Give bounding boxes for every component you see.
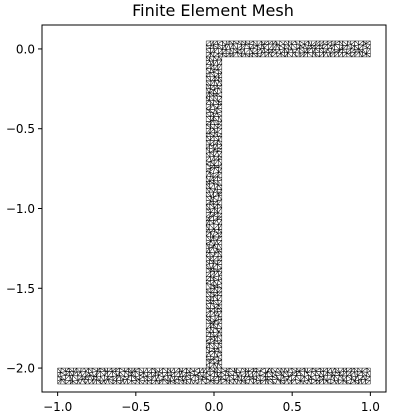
y-tick-label: −1.0	[6, 202, 35, 216]
y-tick-label: −2.0	[6, 362, 35, 376]
x-tick-label: 0.5	[283, 400, 302, 414]
y-axis: 0.0 −0.5 −1.0 −1.5 −2.0	[6, 42, 42, 376]
figure-title: Finite Element Mesh	[132, 1, 294, 20]
y-tick-label: −0.5	[6, 122, 35, 136]
x-tick-label: 0.0	[204, 400, 223, 414]
mesh-region-bottom-flange	[57, 367, 371, 385]
mesh-triangles	[205, 56, 223, 369]
x-tick-label: −0.5	[121, 400, 150, 414]
mesh-triangles	[57, 367, 371, 385]
x-tick-label: 1.0	[361, 400, 380, 414]
x-axis: −1.0 −0.5 0.0 0.5 1.0	[43, 392, 380, 414]
x-tick-label: −1.0	[43, 400, 72, 414]
mesh-layer	[57, 40, 371, 385]
mesh-region-web	[205, 56, 223, 369]
y-tick-label: 0.0	[16, 42, 35, 56]
mesh-triangles	[205, 40, 371, 58]
mesh-region-top-flange	[205, 40, 371, 58]
y-tick-label: −1.5	[6, 282, 35, 296]
